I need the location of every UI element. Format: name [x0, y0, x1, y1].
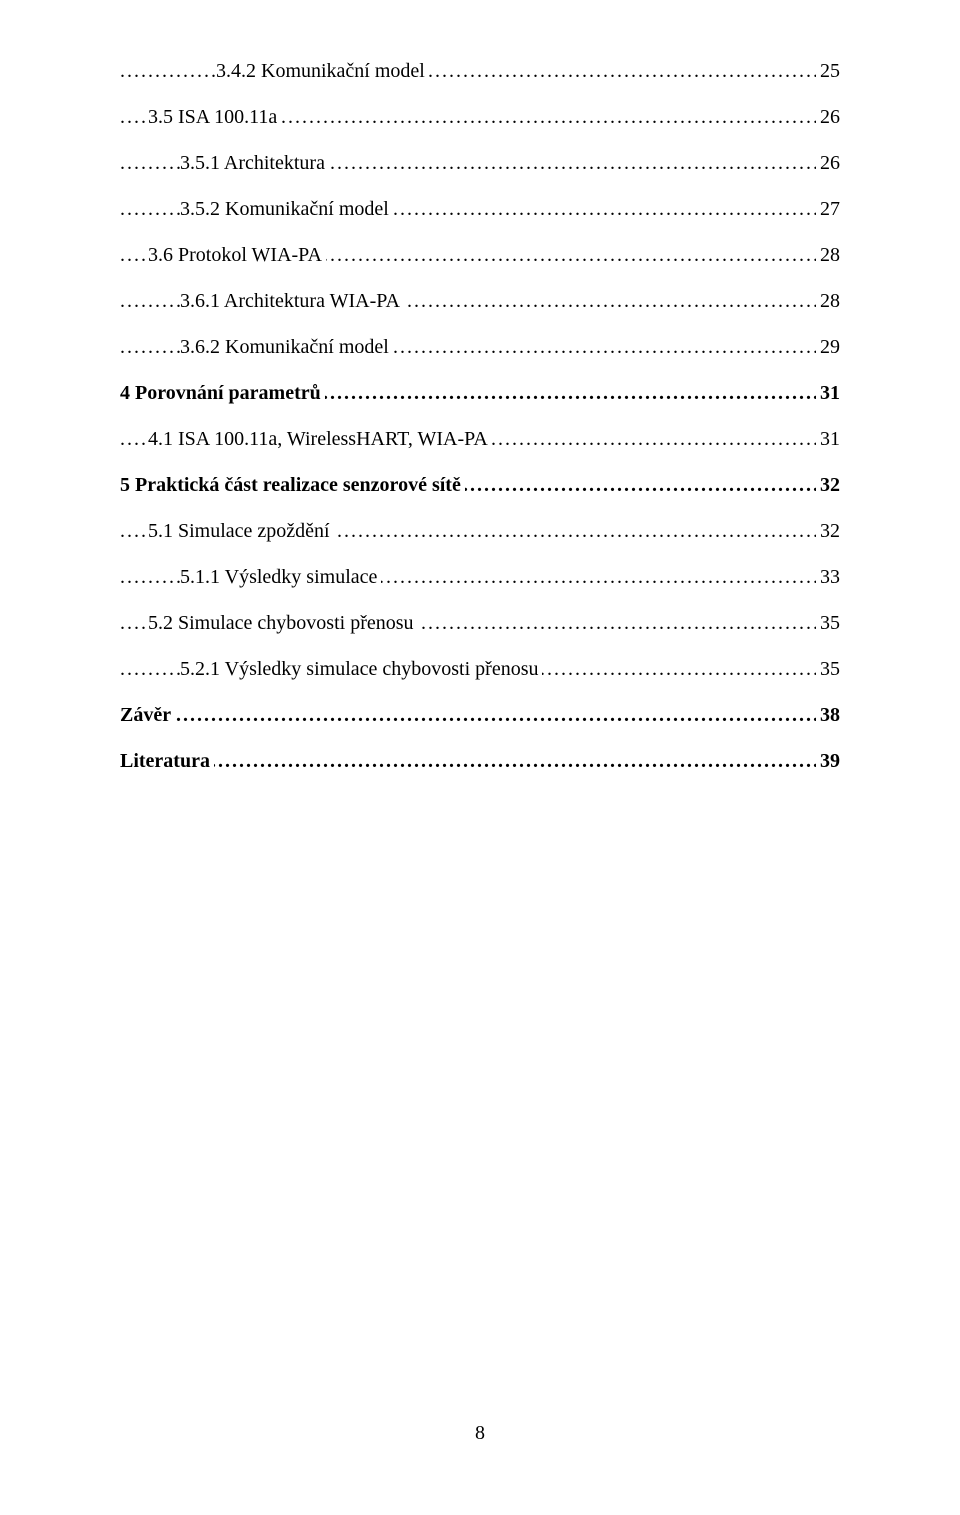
toc-entry: ........................................…	[120, 508, 840, 554]
toc-entry-label: 5.1.1 Výsledky simulace	[180, 566, 381, 588]
toc-entry-label: 3.5.2 Komunikační model	[180, 198, 393, 220]
toc-entry-page: 28	[816, 278, 840, 324]
toc-dot-leader: ........................................…	[120, 738, 840, 784]
toc-entry-label: 5.2 Simulace chybovosti přenosu	[148, 612, 418, 634]
toc-entry-label: 3.6.2 Komunikační model	[180, 336, 393, 358]
toc-entry-label: Závěr	[120, 704, 175, 726]
toc-entry-page: 39	[816, 738, 840, 784]
toc-entry-page: 31	[816, 416, 840, 462]
toc-entry-page: 32	[816, 462, 840, 508]
toc-entry-label: 5 Praktická část realizace senzorové sít…	[120, 474, 465, 496]
page-number: 8	[0, 1422, 960, 1445]
toc-entry-page: 26	[816, 140, 840, 186]
toc-entry: ........................................…	[120, 232, 840, 278]
toc-entry-label: 3.5 ISA 100.11a	[148, 106, 281, 128]
toc-entry-label: 3.6 Protokol WIA-PA	[148, 244, 326, 266]
toc-entry: ........................................…	[120, 462, 840, 508]
toc-entry-label: 5.1 Simulace zpoždění	[148, 520, 334, 542]
toc-entry-page: 25	[816, 48, 840, 94]
toc-entry-label: 4 Porovnání parametrů	[120, 382, 325, 404]
toc-entry-page: 29	[816, 324, 840, 370]
toc-entry: ........................................…	[120, 416, 840, 462]
toc-entry-label: 3.6.1 Architektura WIA-PA	[180, 290, 404, 312]
toc-entry: ........................................…	[120, 94, 840, 140]
toc-entry-label: 3.5.1 Architektura	[180, 152, 329, 174]
toc-entry-label: Literatura	[120, 750, 214, 772]
toc-entry-page: 27	[816, 186, 840, 232]
toc-entry-label: 5.2.1 Výsledky simulace chybovosti přeno…	[180, 658, 542, 680]
toc-entry: ........................................…	[120, 48, 840, 94]
toc-entry: ........................................…	[120, 186, 840, 232]
document-page: ........................................…	[0, 0, 960, 1515]
toc-entry: ........................................…	[120, 738, 840, 784]
toc-entry-page: 28	[816, 232, 840, 278]
toc-entry-page: 31	[816, 370, 840, 416]
toc-entry: ........................................…	[120, 324, 840, 370]
toc-entry-page: 35	[816, 646, 840, 692]
table-of-contents: ........................................…	[120, 48, 840, 784]
toc-entry: ........................................…	[120, 278, 840, 324]
toc-entry: ........................................…	[120, 646, 840, 692]
toc-entry: ........................................…	[120, 554, 840, 600]
toc-dot-leader: ........................................…	[120, 692, 840, 738]
toc-entry-page: 26	[816, 94, 840, 140]
toc-entry-label: 3.4.2 Komunikační model	[216, 60, 429, 82]
toc-entry-page: 33	[816, 554, 840, 600]
toc-entry: ........................................…	[120, 370, 840, 416]
toc-entry-page: 35	[816, 600, 840, 646]
toc-entry: ........................................…	[120, 600, 840, 646]
toc-entry: ........................................…	[120, 692, 840, 738]
toc-entry-page: 32	[816, 508, 840, 554]
toc-entry-label: 4.1 ISA 100.11a, WirelessHART, WIA-PA	[148, 428, 492, 450]
toc-entry: ........................................…	[120, 140, 840, 186]
toc-entry-page: 38	[816, 692, 840, 738]
